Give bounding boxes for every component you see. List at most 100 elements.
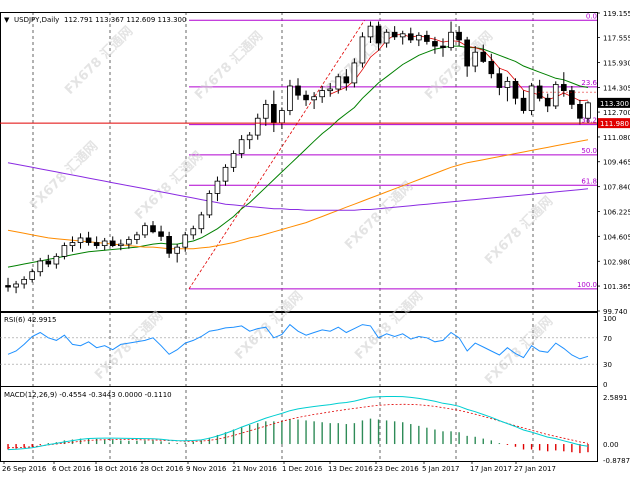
candle: [424, 30, 430, 45]
date-tick-label: 6 Oct 2016: [52, 465, 91, 473]
candlesticks: [5, 21, 591, 294]
fib-level-label: 38.2: [581, 117, 597, 125]
candle: [150, 221, 156, 234]
macd-main-line: [7, 396, 589, 451]
candle: [174, 244, 180, 263]
candle: [190, 225, 197, 240]
candle: [77, 233, 84, 249]
candle: [198, 211, 205, 234]
candle: [577, 99, 583, 125]
candle: [512, 78, 519, 105]
candle: [327, 82, 334, 97]
price-panel-frame: [0, 12, 598, 312]
candle: [367, 21, 374, 44]
candle: [319, 85, 325, 103]
macd-tick-label: 0.00: [603, 441, 619, 449]
candle: [569, 85, 575, 110]
candle: [142, 222, 148, 238]
candle: [351, 58, 358, 88]
price-tick-label: 99.740: [603, 308, 628, 316]
fib-level-label: 23.6: [581, 79, 597, 87]
candle: [552, 81, 559, 110]
candle: [85, 231, 92, 246]
price-tick-label: 104.605: [603, 233, 630, 241]
candle: [311, 92, 317, 110]
candle: [399, 30, 406, 45]
candle: [488, 53, 495, 79]
candle: [544, 93, 551, 113]
axes: 119.155 117.555 115.930 114.305 112.700 111.0…: [2, 10, 630, 473]
current-price-box: [598, 97, 630, 108]
date-tick-label: 26 Sep 2016: [2, 465, 47, 473]
price-tick-label: 117.555: [603, 35, 630, 43]
candle: [222, 164, 229, 186]
price-tick-label: 109.465: [603, 159, 630, 167]
candle: [93, 236, 100, 249]
candle: [391, 26, 398, 40]
chart-symbol: USDJPY,Daily: [14, 16, 59, 24]
candle: [464, 36, 470, 77]
candle: [182, 231, 189, 252]
rsi-label: RSI(6) 42.9915: [4, 316, 56, 324]
price-tick-label: 106.225: [603, 208, 630, 216]
fib-level-label: 0.0: [586, 12, 597, 20]
fib-level-label: 50.0: [581, 147, 597, 155]
price-tick-label: 102.980: [603, 258, 630, 266]
rsi-tick-label: 30: [603, 361, 612, 369]
date-tick-label: 28 Oct 2016: [140, 465, 184, 473]
hline-price-box: [598, 118, 630, 129]
candle: [230, 150, 237, 172]
candle: [295, 78, 301, 100]
fib-level-label: 100.0: [577, 281, 597, 289]
fib-level-label: 61.8: [581, 177, 597, 185]
price-tick-label: 101.365: [603, 283, 630, 291]
candle: [528, 82, 535, 116]
candle: [585, 101, 591, 123]
candle: [246, 132, 253, 149]
candle: [206, 190, 213, 218]
candle: [61, 242, 68, 260]
price-tick-label: 112.700: [603, 109, 630, 117]
candle: [101, 237, 108, 251]
candle: [504, 76, 511, 102]
date-tick-label: 27 Jan 2017: [514, 465, 556, 473]
candle: [440, 38, 446, 57]
current-price-label: 113.300: [600, 100, 629, 108]
candle: [126, 236, 132, 249]
price-tick-label: 111.080: [603, 134, 630, 142]
candle: [303, 90, 309, 106]
candle: [480, 44, 487, 63]
candle: [407, 27, 414, 44]
moving-average-line: [7, 162, 589, 211]
rsi-tick-label: 0: [603, 381, 607, 389]
price-tick-label: 114.305: [603, 84, 630, 92]
macd-panel-frame: [0, 386, 598, 462]
candle: [560, 72, 567, 97]
candle: [109, 236, 116, 248]
candle: [238, 135, 245, 159]
candle: [287, 79, 293, 116]
annotations: [0, 91, 597, 124]
candle: [262, 99, 269, 126]
macd-label: MACD(12,26,9) -0.4554 -0.3443 0.0000 -0.…: [4, 391, 172, 399]
symbol-menu-arrow[interactable]: ▼: [4, 16, 10, 24]
candle: [448, 21, 454, 51]
candle: [456, 26, 462, 47]
date-tick-label: 9 Nov 2016: [186, 465, 227, 473]
candle: [432, 36, 438, 54]
candle: [375, 21, 382, 51]
candle: [45, 254, 52, 268]
candle: [21, 276, 27, 289]
candle: [472, 46, 479, 73]
price-tick-label: 115.930: [603, 60, 630, 68]
candle: [496, 67, 503, 96]
macd-signal-line: [8, 403, 589, 449]
candle: [383, 29, 390, 48]
hline-price-label: 111.980: [600, 120, 629, 128]
rsi-indicator: 100 70 30 0: [0, 315, 616, 389]
candle: [343, 69, 350, 91]
chart-ohlc: 112.791 113.367 112.609 113.300: [64, 16, 186, 24]
price-tick-label: 107.840: [603, 184, 630, 192]
candle: [158, 225, 164, 242]
